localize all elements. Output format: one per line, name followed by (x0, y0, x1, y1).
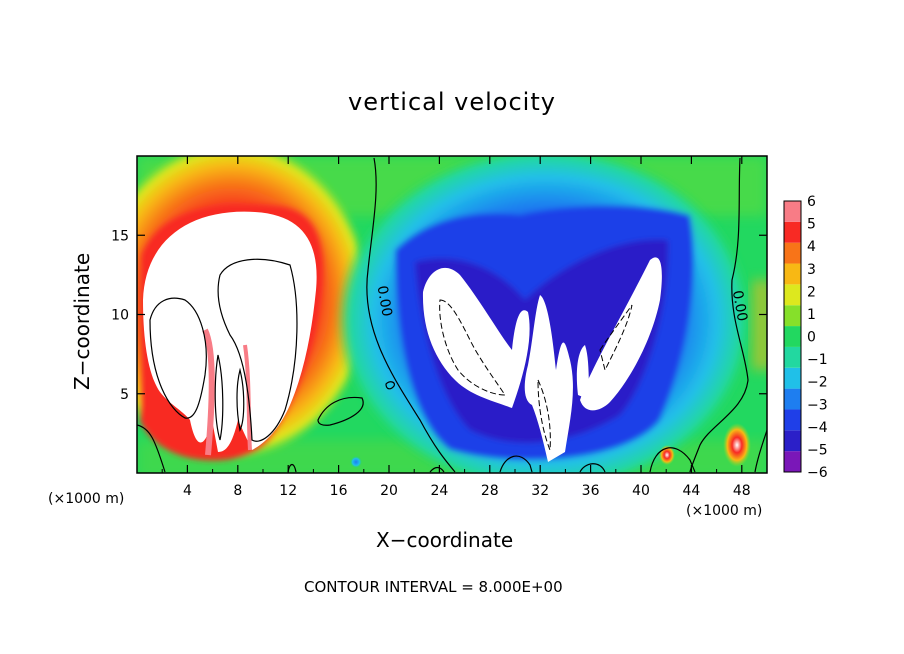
colorbar-swatch (784, 430, 801, 452)
y-axis-label: Z−coordinate (70, 252, 94, 390)
colorbar-swatch (784, 263, 801, 285)
heatmap-field (137, 156, 767, 473)
x-tick-label: 20 (380, 483, 398, 499)
x-tick-label: 28 (481, 483, 499, 499)
colorbar-swatch (784, 346, 801, 368)
x-tick-label: 32 (531, 483, 549, 499)
colorbar-label: 5 (807, 217, 816, 233)
colorbar-swatch (784, 409, 801, 431)
colorbar-label: −5 (807, 442, 828, 458)
x-tick-label: 4 (183, 483, 192, 499)
x-tick-label: 44 (682, 483, 700, 499)
colorbar-frame (783, 200, 802, 473)
colorbar-swatch (784, 221, 801, 243)
contour-label: 0.00 (729, 289, 750, 322)
colorbar-label: −4 (807, 420, 828, 436)
colorbar-swatch (784, 242, 801, 264)
colorbar-label: 3 (807, 262, 816, 278)
colorbar: −6 −5 −4 −3 −2 −1 0 1 2 3 4 5 6 (783, 194, 828, 481)
contour-interval-note: CONTOUR INTERVAL = 8.000E+00 (304, 578, 563, 596)
contour-lines (137, 157, 767, 473)
negative-core-left (422, 267, 530, 408)
colorbar-swatch (784, 326, 801, 347)
x-tick-label: 16 (330, 483, 348, 499)
x-tick-label: 12 (279, 483, 297, 499)
positive-core (143, 211, 317, 452)
colorbar-label: 1 (807, 307, 816, 323)
x-unit-label-left: (×1000 m) (48, 491, 125, 507)
colorbar-swatch (784, 201, 801, 222)
colorbar-label: −1 (807, 352, 828, 368)
x-ticks: 4 8 12 16 20 24 28 32 36 40 44 48 (161, 156, 751, 499)
negative-core-center (524, 295, 573, 462)
contour-label: 0.00 (374, 284, 395, 317)
colorbar-label: 6 (807, 194, 816, 210)
colorbar-label: −6 (807, 465, 828, 481)
x-tick-label: 40 (632, 483, 650, 499)
y-tick-label: 5 (120, 387, 129, 403)
contour-labels: 0.00 0.00 (374, 284, 750, 322)
colorbar-swatch (784, 451, 801, 472)
colorbar-swatch (784, 367, 801, 389)
small-updraft-right (723, 423, 751, 467)
colorbar-label: 4 (807, 239, 816, 255)
x-tick-label: 48 (733, 483, 751, 499)
x-tick-label: 36 (582, 483, 600, 499)
colorbar-label: −3 (807, 397, 828, 413)
y-tick-label: 15 (111, 228, 129, 244)
x-axis-label: X−coordinate (376, 528, 514, 552)
colorbar-label: 0 (807, 330, 816, 346)
negative-contours (439, 299, 633, 451)
colorbar-label: 2 (807, 284, 816, 300)
colorbar-swatch (784, 284, 801, 306)
colorbar-swatch (784, 388, 801, 410)
chart-title: vertical velocity (348, 88, 556, 116)
negative-core-right (580, 257, 662, 411)
x-unit-label-right: (×1000 m) (686, 503, 763, 519)
y-tick-label: 10 (111, 308, 129, 324)
x-tick-label: 8 (233, 483, 242, 499)
x-tick-label: 24 (430, 483, 448, 499)
y-ticks: 5 10 15 (111, 228, 767, 403)
colorbar-label: −2 (807, 375, 828, 391)
colorbar-swatch (784, 305, 801, 327)
